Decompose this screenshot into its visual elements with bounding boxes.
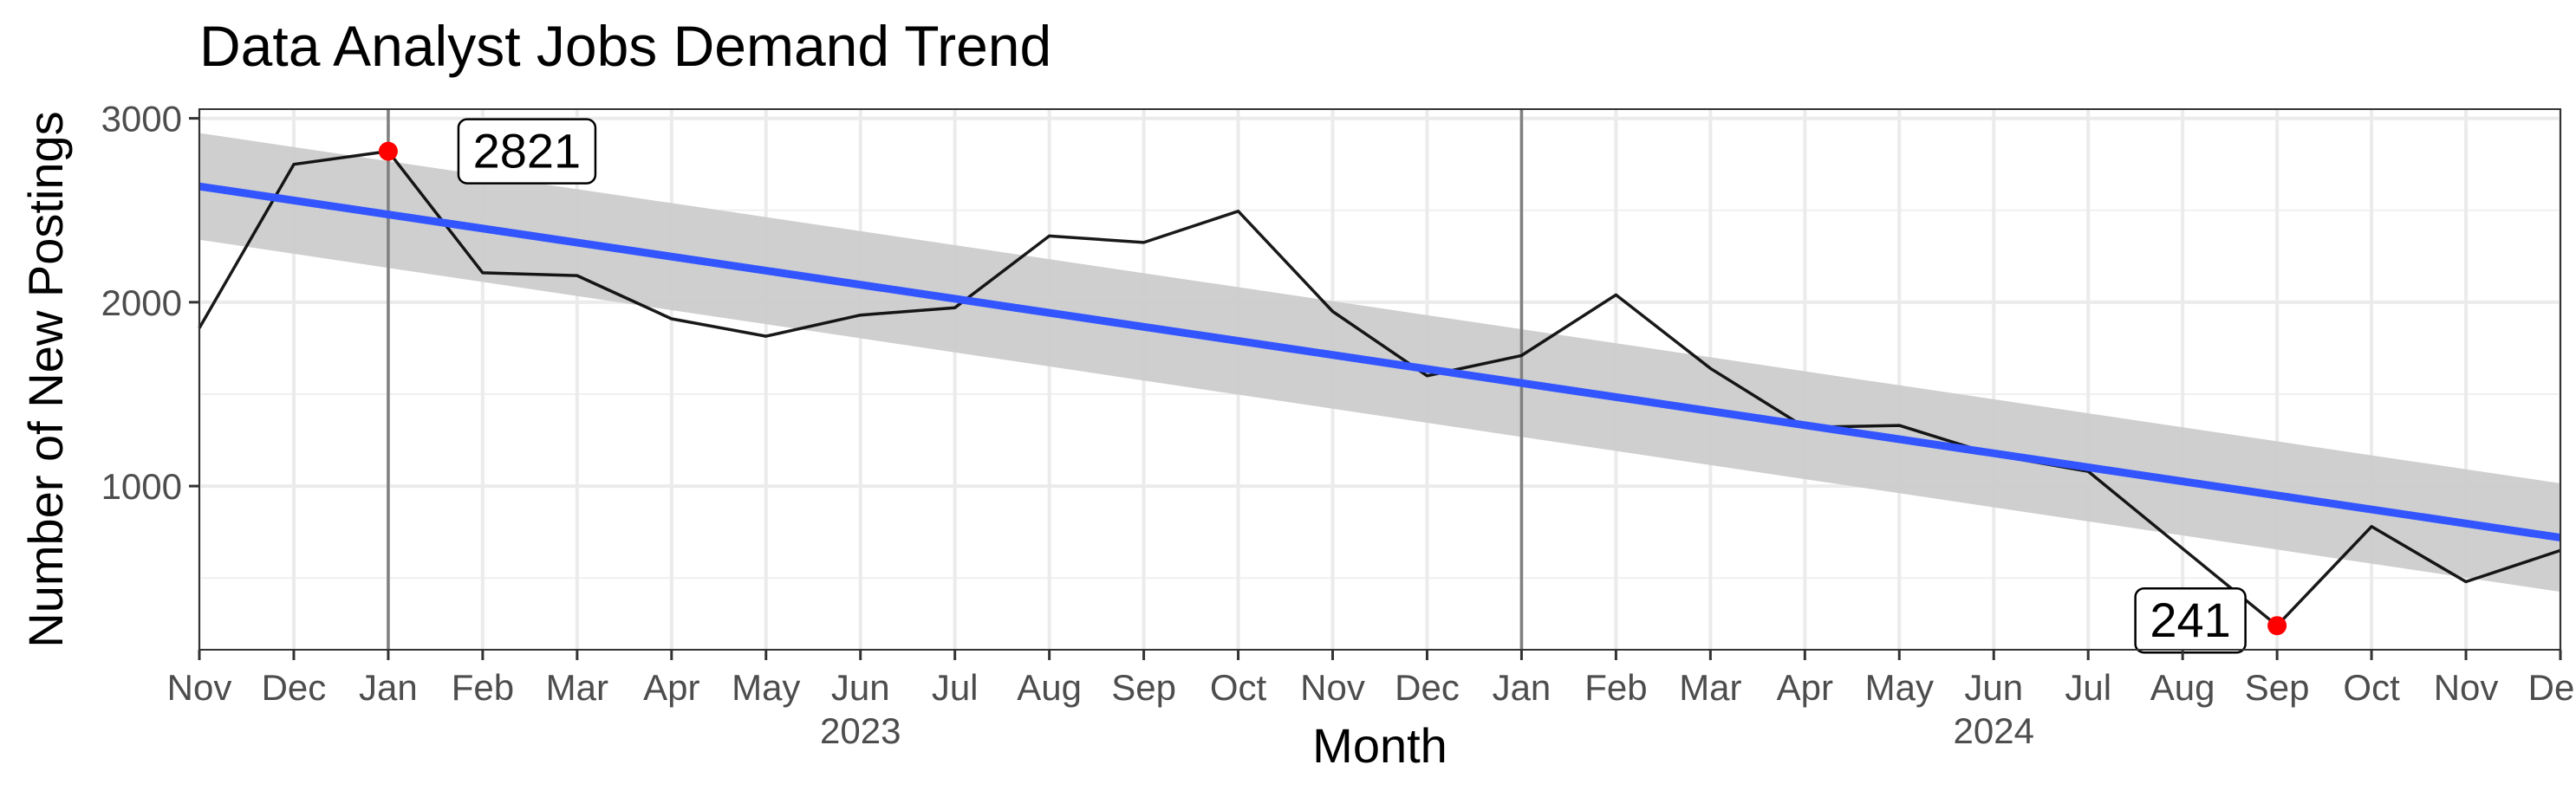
y-axis-title: Number of New Postings — [18, 111, 73, 647]
x-tick-label: Sep — [2245, 667, 2310, 708]
x-tick-label: Dec — [1395, 667, 1460, 708]
annotation-layer: 2821 241 — [378, 118, 2287, 654]
x-tick-label: Jul — [932, 667, 979, 708]
x-year-label: 2023 — [820, 710, 901, 751]
x-tick-label: Jan — [359, 667, 418, 708]
annotation-label: 241 — [2150, 593, 2230, 647]
x-tick-label: Apr — [643, 667, 699, 708]
annotation-label-box — [457, 118, 597, 185]
x-axis-title: Month — [1312, 718, 1447, 773]
x-tick-label: Mar — [546, 667, 608, 708]
x-axis: Nov Dec Jan Feb Mar Apr May Jun Jul Aug Sep Oct Nov D… — [167, 650, 2576, 751]
x-tick-label: Oct — [2343, 667, 2400, 708]
highlight-point — [378, 141, 398, 161]
x-tick-label: May — [732, 667, 800, 708]
x-tick-label: Aug — [2150, 667, 2215, 708]
x-tick-label: Sep — [1111, 667, 1176, 708]
chart-title: Data Analyst Jobs Demand Trend — [199, 14, 1051, 78]
y-tick-label: 3000 — [101, 99, 182, 139]
plot-border — [198, 108, 2561, 651]
x-year-label: 2024 — [1954, 710, 2034, 751]
series-layer — [198, 149, 2561, 627]
x-tick-label: Feb — [1584, 667, 1647, 708]
x-tick-label: Mar — [1679, 667, 1741, 708]
x-tick-label: Jul — [2065, 667, 2111, 708]
x-tick-label: Jun — [1964, 667, 2023, 708]
annotation-label: 2821 — [473, 124, 582, 178]
x-tick-label: Oct — [1210, 667, 1267, 708]
x-tick-label: Apr — [1777, 667, 1833, 708]
x-tick-label: Jun — [831, 667, 890, 708]
y-tick-label: 1000 — [101, 466, 182, 507]
trend-layer — [198, 182, 2561, 541]
y-axis: 1000 2000 3000 — [101, 99, 199, 507]
x-tick-label: Aug — [1017, 667, 1082, 708]
annotation-label-box — [2134, 586, 2247, 654]
x-tick-label: Nov — [2434, 667, 2499, 708]
x-tick-label: Nov — [1300, 667, 1365, 708]
x-tick-label: May — [1865, 667, 1934, 708]
x-tick-label: Dec — [2528, 667, 2576, 708]
x-tick-label: Dec — [262, 667, 327, 708]
highlight-point — [2267, 616, 2287, 636]
x-tick-label: Feb — [452, 667, 514, 708]
y-tick-label: 2000 — [101, 282, 182, 323]
trend-line — [198, 182, 2561, 541]
x-tick-label: Jan — [1493, 667, 1551, 708]
series-line — [198, 149, 2561, 627]
x-tick-label: Nov — [167, 667, 232, 708]
